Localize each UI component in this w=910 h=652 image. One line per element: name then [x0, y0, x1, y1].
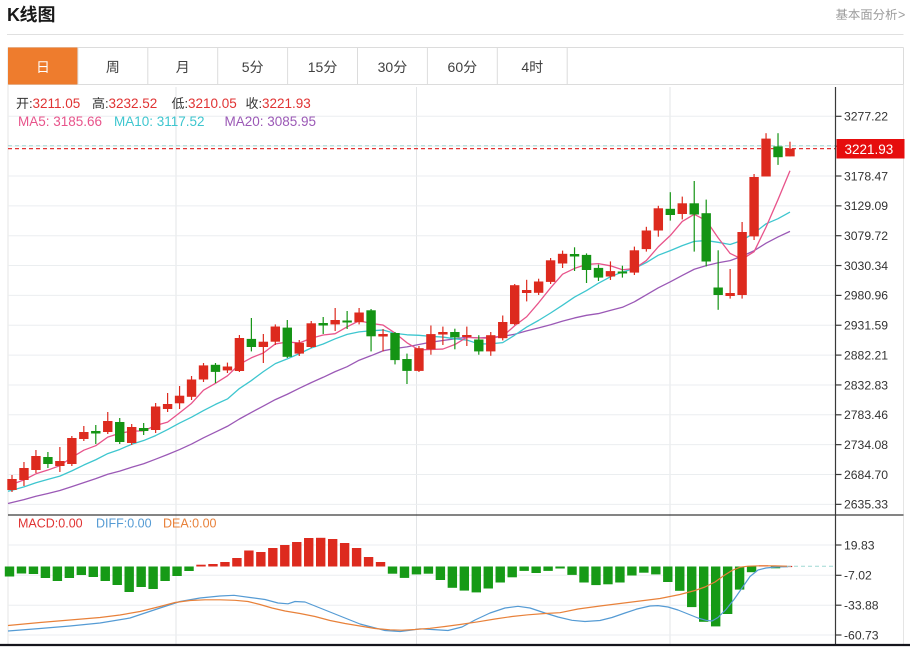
svg-text:K: K — [7, 5, 20, 25]
svg-text:2882.21: 2882.21 — [844, 348, 888, 362]
svg-text:MACD:0.00: MACD:0.00 — [18, 517, 83, 531]
svg-text:3079.72: 3079.72 — [844, 229, 888, 243]
svg-text:DEA:0.00: DEA:0.00 — [163, 517, 217, 531]
svg-text:-7.02: -7.02 — [844, 569, 872, 583]
svg-text:2783.46: 2783.46 — [844, 408, 888, 422]
svg-text:3221.93: 3221.93 — [262, 96, 311, 111]
svg-text::: : — [105, 96, 109, 111]
svg-text:DIFF:0.00: DIFF:0.00 — [96, 517, 152, 531]
svg-text:-60.73: -60.73 — [844, 628, 879, 642]
svg-text:5: 5 — [242, 59, 250, 75]
svg-text:2931.59: 2931.59 — [844, 319, 888, 333]
svg-text:15: 15 — [308, 59, 324, 75]
svg-text:MA20: 3085.95: MA20: 3085.95 — [225, 114, 317, 129]
svg-text:30: 30 — [378, 59, 394, 75]
svg-text:MA5: 3185.66: MA5: 3185.66 — [18, 114, 102, 129]
svg-text:2734.08: 2734.08 — [844, 438, 888, 452]
svg-text:4: 4 — [521, 59, 529, 75]
svg-text:60: 60 — [448, 59, 464, 75]
svg-text:3030.34: 3030.34 — [844, 259, 888, 273]
svg-text:3277.22: 3277.22 — [844, 110, 888, 124]
svg-text:MA10: 3117.52: MA10: 3117.52 — [114, 114, 205, 129]
svg-text:2635.33: 2635.33 — [844, 498, 888, 512]
svg-text:-33.88: -33.88 — [844, 599, 879, 613]
svg-text::: : — [259, 96, 263, 111]
svg-text:2684.70: 2684.70 — [844, 468, 888, 482]
svg-text:19.83: 19.83 — [844, 538, 875, 552]
svg-text:3129.09: 3129.09 — [844, 199, 888, 213]
svg-text:3178.47: 3178.47 — [844, 169, 888, 183]
svg-text::: : — [185, 96, 189, 111]
svg-text::: : — [29, 96, 33, 111]
svg-text:2832.83: 2832.83 — [844, 378, 888, 392]
svg-text:3211.05: 3211.05 — [33, 96, 81, 111]
svg-text:>: > — [898, 8, 905, 22]
svg-text:3232.52: 3232.52 — [109, 96, 158, 111]
svg-text:3210.05: 3210.05 — [188, 96, 237, 111]
svg-text:2980.96: 2980.96 — [844, 289, 888, 303]
svg-text:3221.93: 3221.93 — [845, 142, 894, 157]
